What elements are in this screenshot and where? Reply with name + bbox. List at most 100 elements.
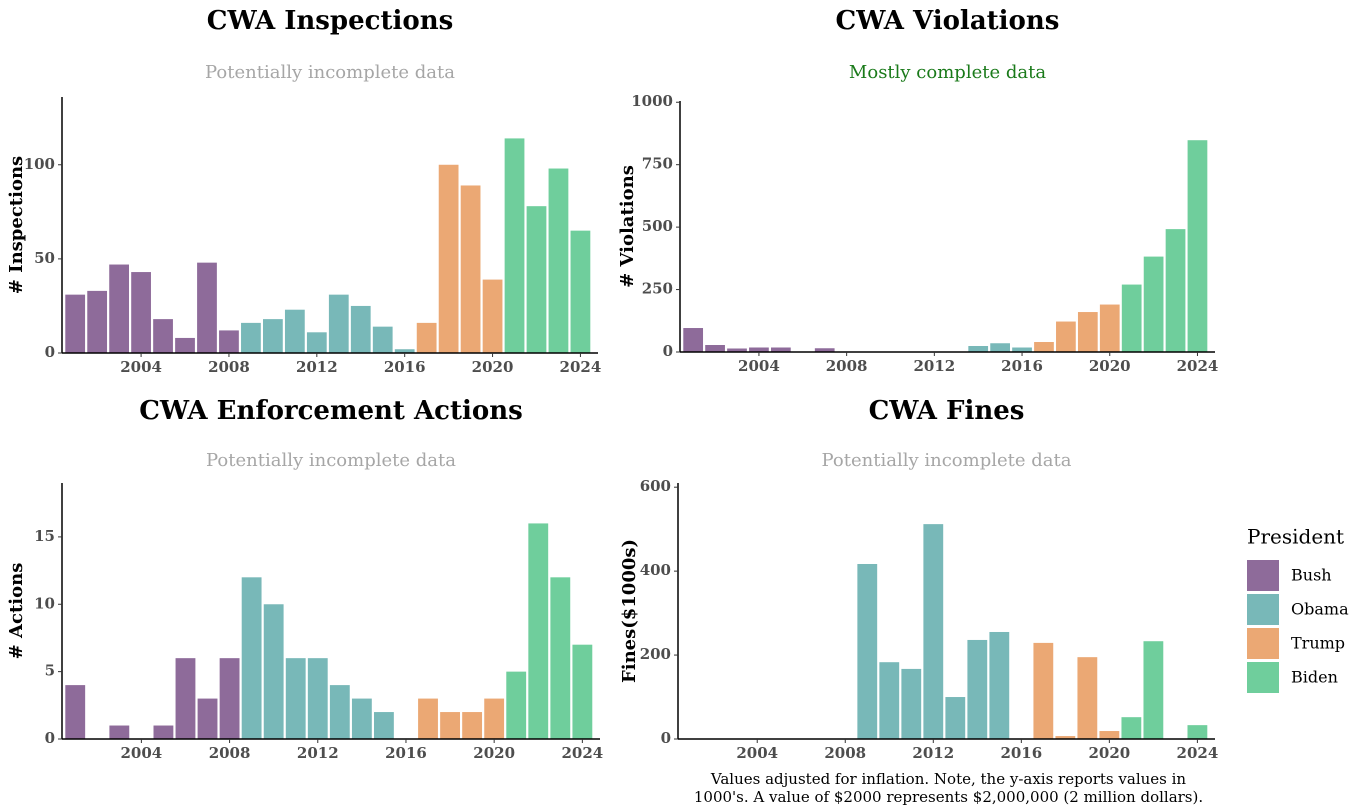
bar [438, 164, 459, 353]
bar [1099, 304, 1120, 352]
bar [1143, 256, 1164, 352]
x-tick-label: 2012 [296, 358, 338, 376]
bar [460, 185, 481, 353]
bar [1055, 736, 1076, 739]
bar [705, 345, 725, 352]
bar [1187, 725, 1208, 739]
x-tick-label: 2020 [1088, 744, 1130, 762]
y-axis-label: # Violations [617, 165, 638, 288]
bar [945, 697, 966, 739]
y-tick-label: 5 [45, 662, 55, 680]
x-tick-label: 2016 [1001, 357, 1043, 375]
chart-title: CWA Violations [836, 6, 1060, 36]
bar [1121, 717, 1142, 739]
legend-swatch [1247, 594, 1279, 625]
bar [416, 322, 437, 353]
bar [462, 712, 483, 739]
bar [241, 577, 262, 739]
bar [506, 671, 527, 739]
bar [1077, 657, 1098, 739]
y-tick-label: 400 [640, 561, 671, 579]
bar [329, 685, 350, 739]
y-tick-label: 200 [640, 645, 671, 663]
y-tick-label: 0 [663, 342, 673, 360]
bar [394, 349, 415, 353]
x-tick-label: 2008 [826, 357, 868, 375]
y-tick-label: 0 [45, 729, 55, 747]
bar [770, 347, 791, 352]
x-tick-label: 2008 [209, 744, 251, 762]
bar [990, 343, 1010, 352]
legend-title: President [1247, 525, 1344, 549]
x-tick-label: 2020 [472, 358, 514, 376]
bar [284, 309, 305, 353]
bar [1099, 731, 1120, 739]
x-tick-label: 2012 [913, 357, 955, 375]
bar [65, 685, 86, 739]
y-tick-label: 0 [661, 729, 671, 747]
bar [328, 294, 349, 353]
bar [484, 698, 505, 739]
x-tick-label: 2020 [1089, 357, 1131, 375]
x-tick-label: 2024 [561, 744, 603, 762]
bar [153, 725, 174, 739]
x-tick-label: 2016 [385, 744, 427, 762]
legend-label: Biden [1291, 668, 1338, 687]
bar [351, 698, 372, 739]
bar [350, 305, 371, 353]
bar [197, 698, 218, 739]
bar [857, 563, 878, 739]
x-tick-label: 2024 [1177, 357, 1219, 375]
chart-subtitle: Potentially incomplete data [205, 62, 455, 83]
y-tick-label: 15 [34, 527, 55, 545]
bar [440, 712, 460, 739]
chart-subtitle: Mostly complete data [849, 62, 1046, 83]
y-tick-label: 250 [642, 280, 673, 298]
legend-label: Trump [1291, 634, 1345, 653]
bar [749, 347, 769, 352]
bar [526, 206, 547, 353]
y-tick-label: 50 [34, 249, 55, 267]
bar [87, 290, 108, 353]
y-axis-label: Fines($1000s) [619, 539, 640, 683]
y-tick-label: 10 [34, 594, 55, 612]
legend-label: Bush [1291, 566, 1332, 585]
bar [570, 230, 591, 353]
x-tick-label: 2012 [912, 744, 954, 762]
bar [153, 319, 173, 353]
bar [572, 644, 593, 739]
chart-subtitle: Potentially incomplete data [206, 450, 456, 471]
bar [814, 348, 835, 352]
bar [923, 524, 944, 739]
chart-title: CWA Fines [869, 396, 1025, 426]
note: Values adjusted for inflation. Note, the… [710, 770, 1187, 788]
bar [967, 639, 988, 739]
bar [131, 272, 151, 353]
x-tick-label: 2008 [824, 744, 866, 762]
legend-swatch [1247, 662, 1279, 693]
bar [263, 604, 284, 739]
bar [373, 712, 394, 739]
bar [109, 725, 130, 739]
x-tick-label: 2004 [120, 358, 162, 376]
bar [263, 319, 283, 353]
bar [175, 658, 196, 739]
y-tick-label: 100 [24, 155, 55, 173]
bar [901, 668, 922, 739]
x-tick-label: 2020 [473, 744, 515, 762]
y-tick-label: 750 [642, 155, 673, 173]
bar [1056, 321, 1076, 352]
bar [528, 523, 549, 739]
bar [219, 658, 240, 739]
y-tick-label: 600 [640, 477, 671, 495]
bar [109, 264, 129, 353]
x-tick-label: 2004 [121, 744, 163, 762]
x-tick-label: 2008 [208, 358, 250, 376]
bar [1077, 312, 1098, 352]
bar [285, 658, 306, 739]
x-tick-label: 2004 [738, 357, 780, 375]
bar [1187, 140, 1208, 352]
bar [219, 330, 239, 353]
